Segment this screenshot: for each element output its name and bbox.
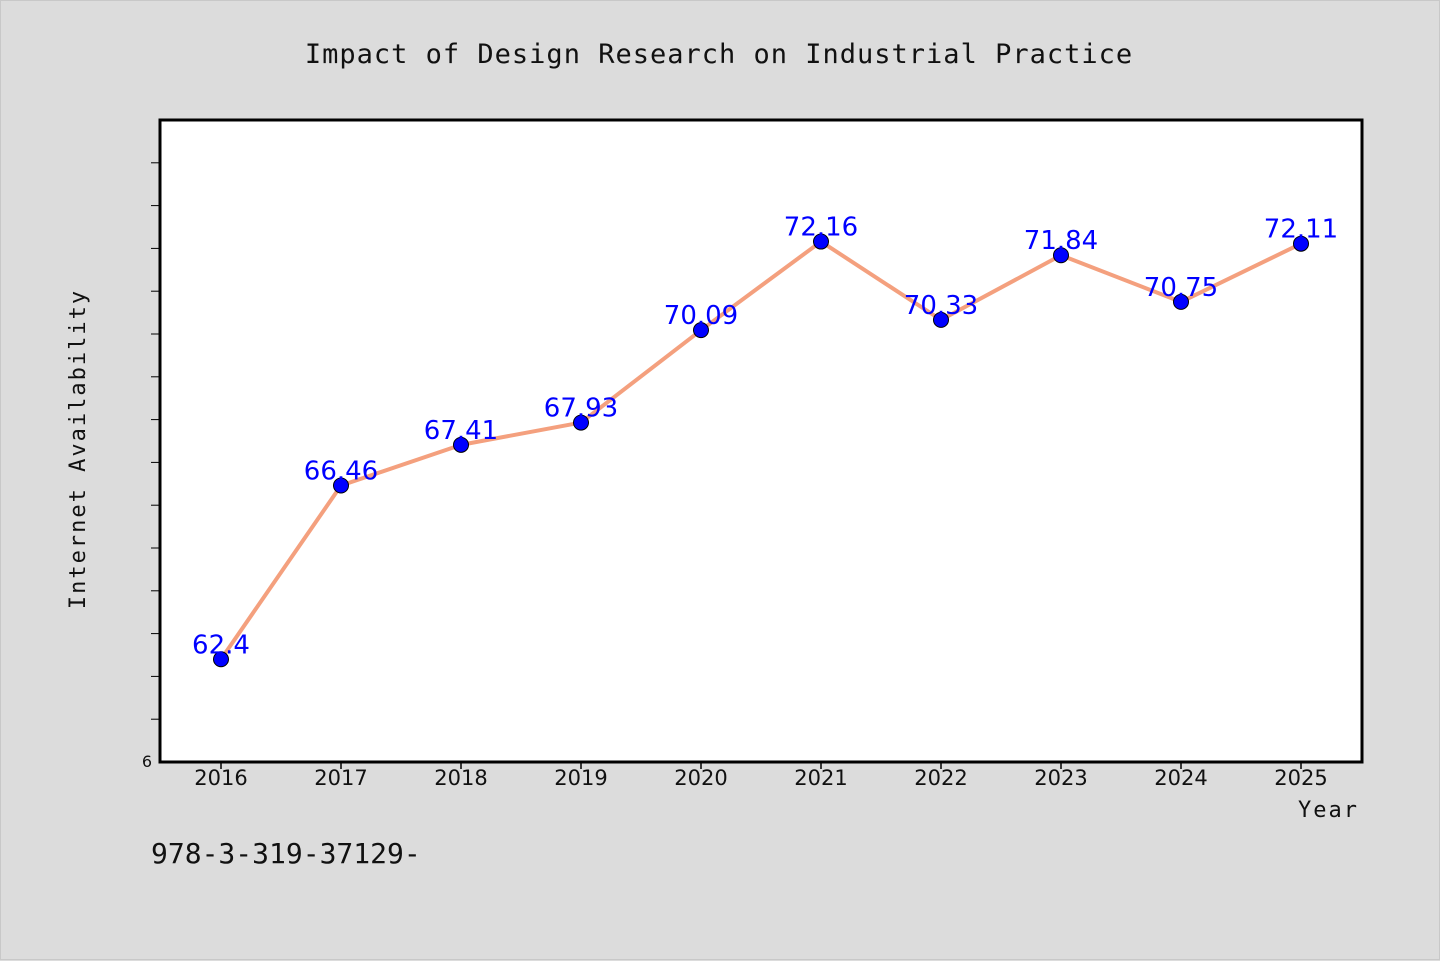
x-tick-label: 2025 <box>1274 766 1327 790</box>
data-label: 72.11 <box>1264 215 1338 245</box>
series-0: 62.4 66.46 67.41 67.93 70.09 72.16 70.33 71.84 7… <box>192 213 1338 668</box>
data-point <box>933 311 949 328</box>
data-label: 62.4 <box>192 630 250 660</box>
x-tick-label: 2019 <box>554 766 607 790</box>
data-label: 66.46 <box>304 457 378 487</box>
data-label: 67.93 <box>544 394 618 424</box>
x-tick-label: 2022 <box>914 766 967 790</box>
data-point <box>1053 247 1069 264</box>
y-axis-label: Internet Availability <box>66 289 91 609</box>
x-axis-ticks: 2016 2017 2018 2019 2020 2021 2022 2023 2024 2025 <box>194 762 1328 790</box>
data-point <box>213 651 229 668</box>
data-label: 67.41 <box>424 416 498 446</box>
data-label: 72.16 <box>784 213 858 243</box>
isbn-footer: 978-3-319-37129- <box>151 837 421 870</box>
data-point <box>333 477 349 494</box>
data-point <box>453 436 469 453</box>
y-axis-ticks <box>151 162 160 720</box>
data-point <box>813 233 829 250</box>
plot-area <box>158 118 1364 764</box>
x-tick-label: 2017 <box>314 766 367 790</box>
data-label: 71.84 <box>1024 226 1098 256</box>
x-tick-label: 2024 <box>1154 766 1207 790</box>
x-tick-label: 2020 <box>674 766 727 790</box>
chart-title: Impact of Design Research on Industrial … <box>305 39 1133 70</box>
data-point <box>1173 293 1189 310</box>
data-point <box>693 322 709 339</box>
data-label: 70.75 <box>1144 273 1218 303</box>
x-tick-label: 2016 <box>194 766 247 790</box>
x-axis-label: Year <box>1298 798 1359 823</box>
data-point <box>1293 235 1309 252</box>
x-tick-label: 2018 <box>434 766 487 790</box>
x-tick-label: 2023 <box>1034 766 1087 790</box>
x-tick-label: 2021 <box>794 766 847 790</box>
y-tick-label: 6 <box>142 752 152 771</box>
data-label: 70.33 <box>904 291 978 321</box>
data-point <box>573 414 589 431</box>
series-line <box>219 239 1302 661</box>
data-label: 70.09 <box>664 301 738 331</box>
